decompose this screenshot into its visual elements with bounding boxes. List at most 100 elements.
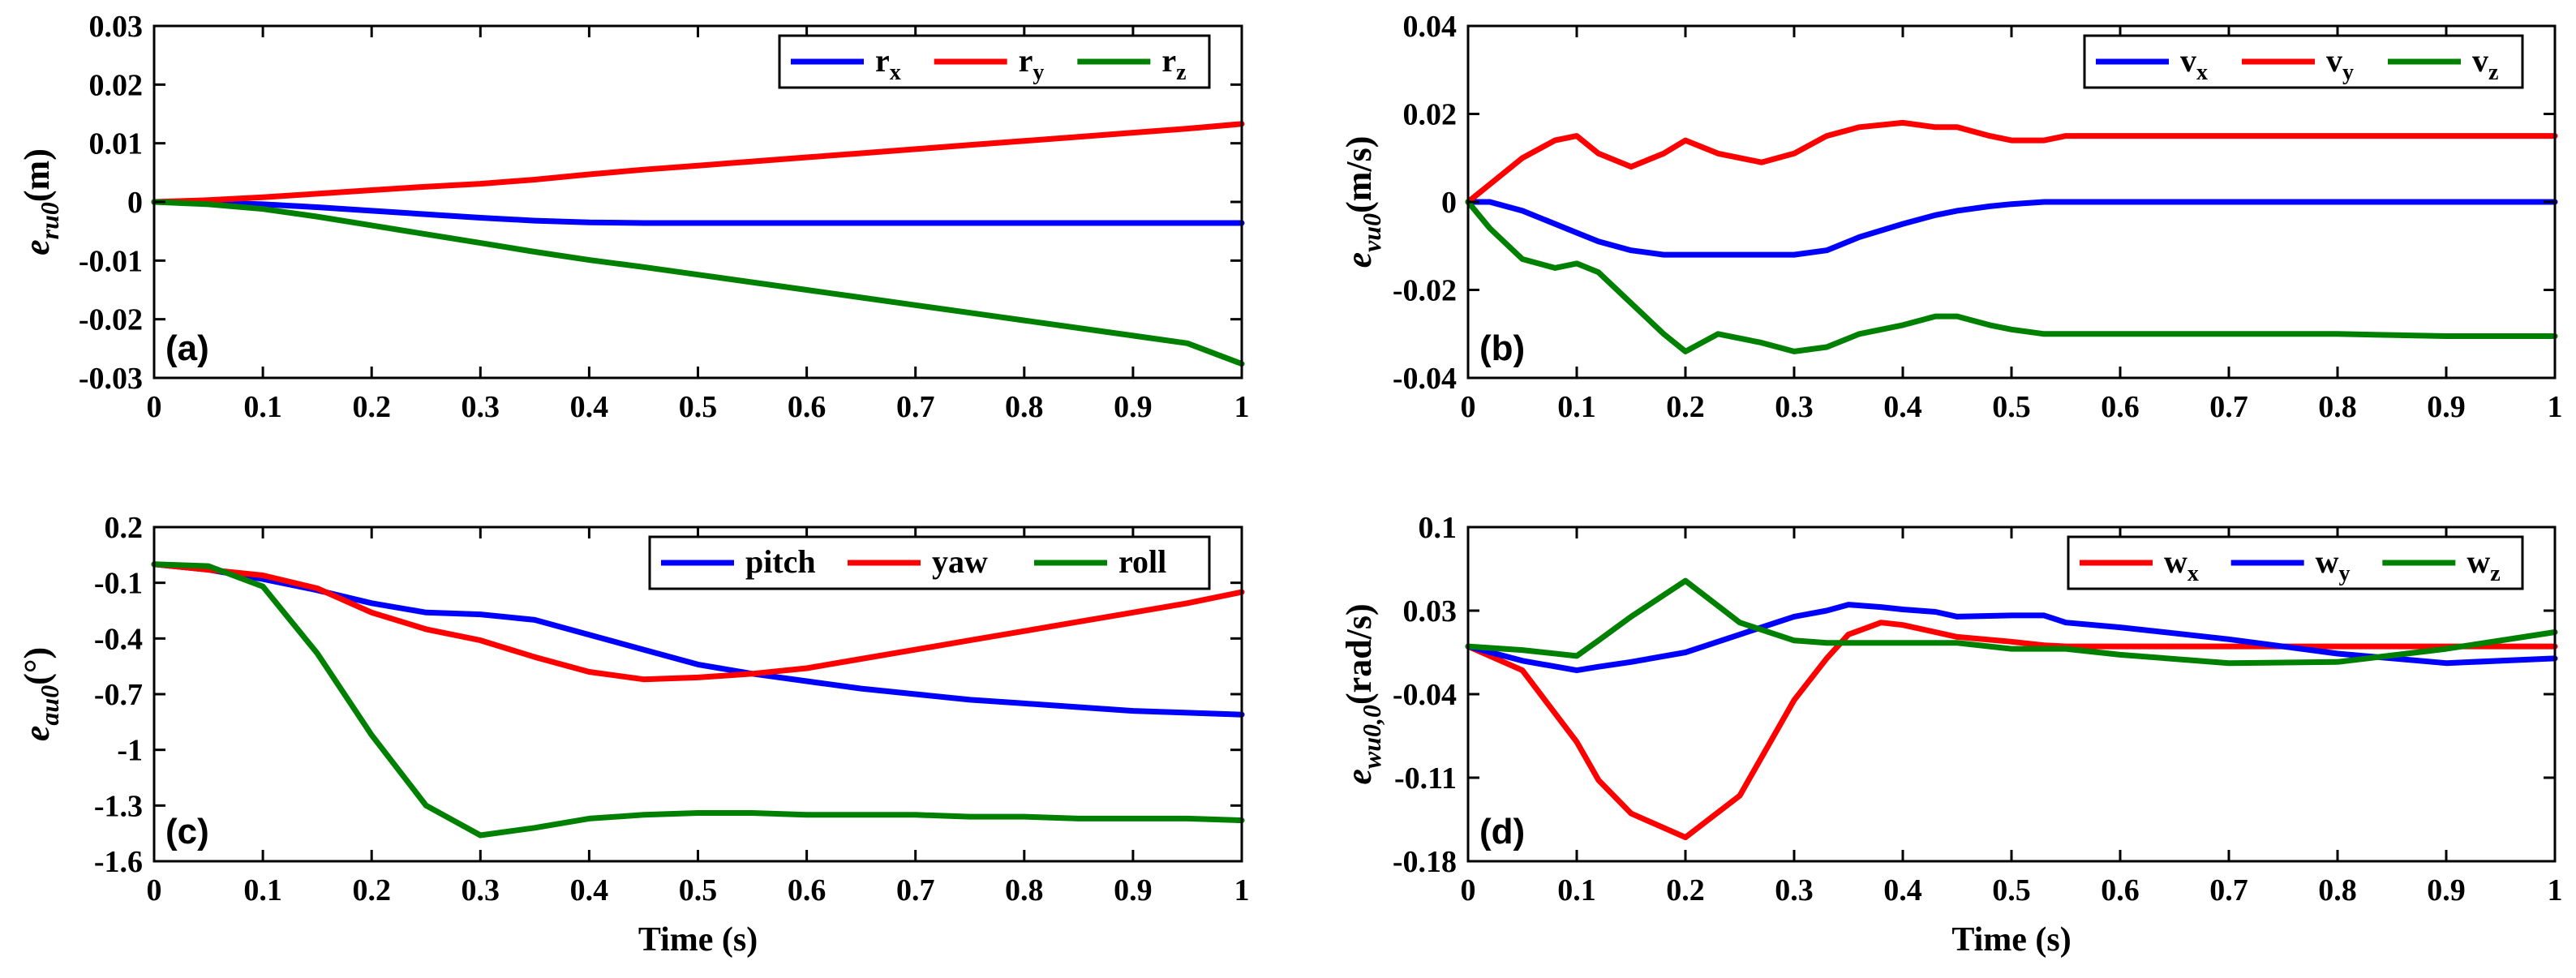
legend-label: pitch bbox=[745, 543, 816, 580]
y-tick-label: -1.6 bbox=[94, 845, 143, 879]
legend-label: wz bbox=[2467, 543, 2500, 586]
x-tick-label: 0.2 bbox=[1666, 390, 1705, 424]
y-axis-label: ewu0,0(rad/s) bbox=[1339, 603, 1386, 784]
x-tick-label: 0.1 bbox=[243, 390, 282, 424]
y-tick-label: -0.1 bbox=[94, 567, 143, 601]
legend-label: wx bbox=[2164, 543, 2199, 586]
y-axis-label-subscript: au0 bbox=[35, 685, 64, 726]
y-tick-label: -0.02 bbox=[1393, 274, 1457, 308]
x-tick-label: 1 bbox=[1234, 873, 1250, 907]
x-tick-label: 0.5 bbox=[1992, 390, 2031, 424]
legend-label-text: r bbox=[875, 42, 890, 79]
x-tick-label: 0.1 bbox=[1557, 873, 1596, 907]
y-tick-label: -0.7 bbox=[94, 678, 143, 712]
legend-label: vz bbox=[2472, 42, 2498, 85]
y-axis-label-unit: (°) bbox=[17, 647, 57, 685]
x-tick-label: 0.8 bbox=[2318, 873, 2357, 907]
x-tick-label: 0.6 bbox=[2101, 873, 2140, 907]
y-axis-label-symbol: e bbox=[17, 239, 57, 255]
x-tick-label: 0.3 bbox=[462, 873, 500, 907]
legend-label-text: v bbox=[2326, 42, 2342, 79]
x-tick-label: 0.9 bbox=[2427, 873, 2466, 907]
x-tick-label: 0.7 bbox=[896, 873, 935, 907]
y-tick-label: -0.01 bbox=[79, 244, 143, 278]
x-tick-label: 0.9 bbox=[1114, 873, 1153, 907]
y-tick-label: -0.04 bbox=[1393, 678, 1457, 712]
y-tick-label: 0.1 bbox=[1419, 511, 1458, 545]
y-tick-label: -0.4 bbox=[94, 622, 143, 656]
legend-label-text: v bbox=[2472, 42, 2488, 79]
legend-label-text: w bbox=[2316, 543, 2339, 580]
series-line-roll bbox=[151, 561, 1245, 839]
legend-label: rz bbox=[1161, 42, 1186, 85]
y-axis-label-subscript: vu0 bbox=[1357, 213, 1386, 252]
x-tick-label: 0.6 bbox=[788, 873, 826, 907]
legend-label-subscript: z bbox=[1176, 60, 1186, 85]
x-tick-label: 0 bbox=[147, 873, 162, 907]
x-tick-label: 0.3 bbox=[462, 390, 500, 424]
x-tick-label: 0.4 bbox=[570, 873, 609, 907]
legend-label-subscript: z bbox=[2490, 561, 2500, 586]
legend-label-subscript: x bbox=[2196, 60, 2208, 85]
y-tick-label: -0.18 bbox=[1393, 845, 1457, 879]
legend-label-subscript: z bbox=[2488, 60, 2498, 85]
legend-label-subscript: y bbox=[1033, 60, 1044, 85]
legend: vx vy vz bbox=[2083, 34, 2524, 89]
x-tick-label: 0 bbox=[1461, 873, 1476, 907]
y-tick-label: 0 bbox=[1441, 186, 1457, 220]
legend-label-text: w bbox=[2467, 543, 2490, 580]
legend-label: wy bbox=[2316, 543, 2351, 586]
x-tick-label: 0.9 bbox=[1114, 390, 1153, 424]
x-tick-label: 0.8 bbox=[1005, 873, 1044, 907]
x-tick-label: 0.3 bbox=[1775, 390, 1814, 424]
x-tick-label: 0.1 bbox=[243, 873, 282, 907]
legend-box bbox=[648, 535, 1211, 590]
y-tick-label: 0.2 bbox=[105, 511, 144, 545]
legend-label-text: roll bbox=[1118, 543, 1166, 580]
chart-panel-a: 0 0.1 0.2 0.3 0.4 0.5 0.6 0.7 0.8 0.9 1 0.03 0.02 0.0… bbox=[17, 10, 1250, 424]
legend-label-text: yaw bbox=[932, 543, 988, 580]
x-tick-label: 0.8 bbox=[2318, 390, 2357, 424]
x-tick-label: 0.3 bbox=[1775, 873, 1814, 907]
series-line-yaw bbox=[151, 561, 1245, 683]
legend-label: ry bbox=[1019, 42, 1045, 85]
y-axis-label-symbol: e bbox=[1339, 769, 1379, 785]
y-axis-label-subscript: wu0,0 bbox=[1357, 705, 1386, 769]
y-axis-label: evu0(m/s) bbox=[1339, 136, 1386, 268]
y-tick-label: 0.02 bbox=[1403, 98, 1458, 132]
x-tick-label: 0.6 bbox=[788, 390, 826, 424]
legend-label-subscript: x bbox=[890, 60, 901, 85]
legend-label: rx bbox=[875, 42, 901, 85]
y-axis-label-symbol: e bbox=[1339, 252, 1379, 268]
panel-tag: (d) bbox=[1479, 812, 1525, 851]
y-tick-label: 0.01 bbox=[89, 127, 144, 161]
panel-tag: (a) bbox=[165, 328, 209, 368]
panel-tag: (c) bbox=[165, 812, 209, 851]
y-axis-label-subscript: ru0 bbox=[35, 202, 64, 239]
legend-label-text: pitch bbox=[745, 543, 816, 580]
y-tick-label: -0.04 bbox=[1393, 362, 1457, 396]
legend-label-subscript: x bbox=[2187, 561, 2199, 586]
x-tick-label: 0.7 bbox=[896, 390, 935, 424]
x-tick-label: 1 bbox=[2548, 390, 2563, 424]
y-tick-label: -1.3 bbox=[94, 789, 143, 823]
x-tick-label: 0.9 bbox=[2427, 390, 2466, 424]
x-tick-label: 0.4 bbox=[1883, 390, 1922, 424]
x-tick-label: 0.5 bbox=[679, 390, 718, 424]
y-axis-label-unit: (m) bbox=[17, 148, 57, 202]
chart-panel-b: 0 0.1 0.2 0.3 0.4 0.5 0.6 0.7 0.8 0.9 10.040.020-0… bbox=[1339, 10, 2563, 424]
x-tick-label: 0.7 bbox=[2209, 873, 2248, 907]
x-tick-label: 0.4 bbox=[570, 390, 609, 424]
y-axis-label: eru0(m) bbox=[17, 148, 64, 255]
y-tick-label: 0 bbox=[127, 186, 143, 220]
x-tick-label: 0.8 bbox=[1005, 390, 1044, 424]
legend-label-subscript: y bbox=[2342, 60, 2354, 85]
series-line-vz bbox=[1465, 199, 2558, 354]
series-line-vx bbox=[1465, 199, 2558, 258]
legend-label: roll bbox=[1118, 543, 1166, 580]
y-axis-label-symbol: e bbox=[17, 726, 57, 742]
legend-label-subscript: y bbox=[2339, 561, 2351, 586]
legend-label-text: r bbox=[1019, 42, 1033, 79]
chart-panel-c: 0 0.1 0.2 0.3 0.4 0.5 0.6 0.7 0.8 0.9 1 0.2 -0.1 -0.4… bbox=[17, 511, 1250, 959]
